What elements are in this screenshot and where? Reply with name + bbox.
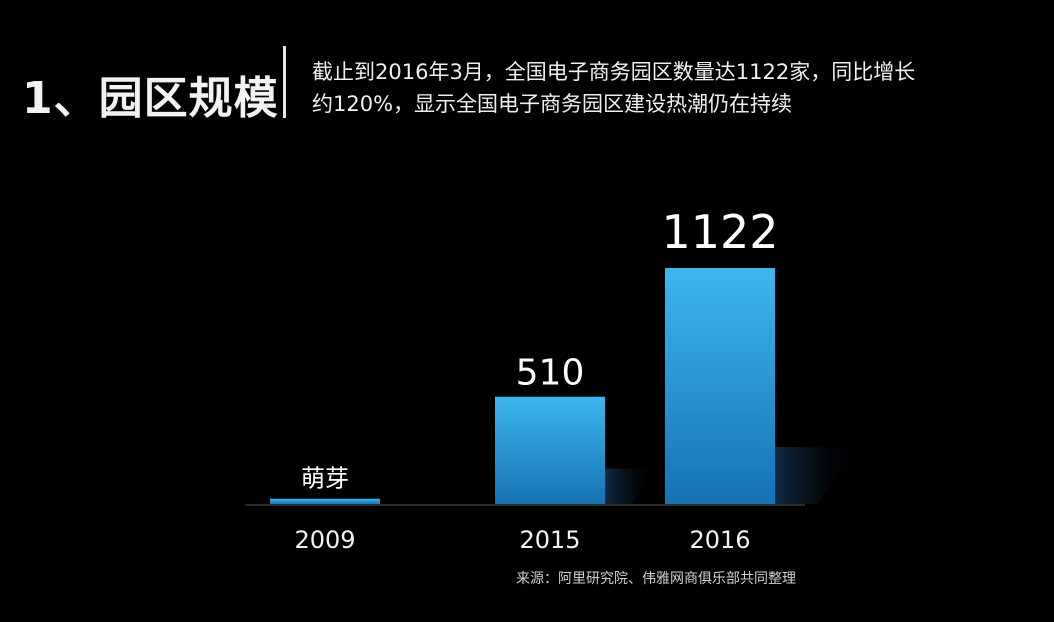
x-tick-label-2015: 2015 [519,526,580,554]
data-label-2016: 1122 [661,205,778,259]
heading-divider [283,46,286,118]
summary-line-1: 截止到2016年3月，全国电子商务园区数量达1122家，同比增长 [312,60,916,84]
bar-shadow-2015 [605,468,659,504]
section-heading: 1、园区规模 [22,73,279,124]
bar-2015 [495,396,605,504]
data-label-2009: 萌芽 [301,465,349,493]
x-tick-label-2016: 2016 [689,526,750,554]
summary-line-2: 约120%，显示全国电子商务园区建设热潮仍在持续 [312,92,793,116]
data-label-2015: 510 [516,353,585,394]
bar-2016 [665,268,775,504]
bar-2009 [270,498,380,504]
summary-text: 截止到2016年3月，全国电子商务园区数量达1122家，同比增长 约120%，显… [312,56,1032,120]
x-tick-label-2009: 2009 [294,526,355,554]
bar-shadow-2016 [775,447,861,504]
source-note: 来源：阿里研究院、伟雅网商俱乐部共同整理 [516,571,796,587]
